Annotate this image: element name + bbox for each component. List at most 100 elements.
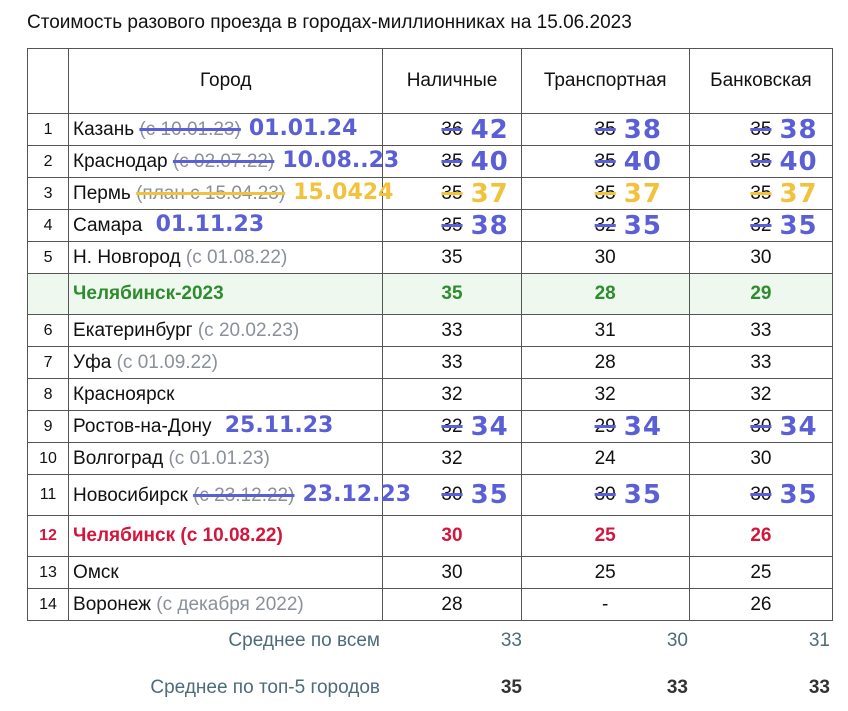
transport-cell: 25 [520,515,690,557]
header-bank: Банковская [688,48,834,114]
transport-cell: 32 35 [520,209,690,242]
header-cash: Наличные [382,48,522,114]
city-name: Уфа [73,351,112,373]
transport-value-wrap: 35 40 [595,149,661,175]
cash-cell: 35 37 [382,177,522,210]
bank-value: 30 [750,484,772,505]
cash-cell: 30 [382,556,522,589]
avg-all-label: Среднее по всем [228,630,380,651]
row-number: 5 [26,241,70,274]
bank-value: 35 [750,150,772,172]
transport-cell: 30 35 [520,474,690,516]
cash-value-wrap: 35 [441,247,462,269]
transport-value-wrap: 32 [595,384,616,406]
cash-value-wrap: 30 [441,525,462,547]
table-row: 5 Н. Новгород (с 01.08.22) 35 30 30 [26,241,834,274]
transport-value: 35 [594,182,616,204]
transport-value: - [602,593,609,615]
bank-value-wrap: 29 [750,283,771,305]
cash-cell: 30 [382,515,522,557]
bank-value: 33 [750,319,772,341]
handwritten-annotation: 38 [470,210,509,241]
bank-value-wrap: 35 38 [750,117,816,143]
transport-value: 31 [594,319,616,341]
handwritten-annotation: 23.12.23 [302,481,412,507]
transport-value: 35 [594,118,616,140]
avg-all-transport: 30 [666,630,688,651]
city-name: Красноярск [73,383,175,405]
row-number: 4 [26,209,70,242]
transport-cell: 30 [520,241,690,274]
handwritten-annotation: 40 [470,146,509,177]
handwritten-annotation: 42 [470,114,509,145]
handwritten-annotation: 01.11.23 [155,212,265,237]
transport-value-wrap: - [602,594,608,616]
cash-value-wrap: 33 [441,320,462,342]
table-row: 10 Волгоград (с 01.01.23) 32 24 30 [26,442,834,475]
city-name: Самара [73,215,143,236]
handwritten-annotation: 15.04 [293,180,363,205]
bank-value: 32 [750,214,772,236]
cash-cell: 28 [382,588,522,621]
table-row: 3 Пермь (план с 15.04.23) 15.0424 35 37 35… [26,177,834,210]
cash-cell: 35 40 [382,145,522,178]
transport-value-wrap: 29 34 [595,414,661,440]
cash-value: 36 [441,118,463,140]
transport-cell: 31 [520,314,690,347]
city-cell: Челябинск (с 10.08.22) [68,515,384,557]
transport-cell: 32 [520,378,690,411]
bank-cell: 29 [688,273,834,315]
cash-value: 30 [441,484,463,505]
bank-value-wrap: 32 [750,384,771,406]
bank-value-wrap: 33 [750,320,771,342]
transport-value-wrap: 32 35 [595,213,661,239]
cash-value: 33 [441,319,463,341]
transport-cell: - [520,588,690,621]
handwritten-annotation: 37 [623,178,662,209]
city-cell: Омск [68,556,384,589]
city-cell: Краснодар (с 02.07.22) 10.08..23 [68,145,399,178]
city-note: (с 23.12.22) [193,484,295,506]
cash-value-wrap: 32 34 [441,414,507,440]
bank-value-wrap: 30 [750,247,771,269]
bank-value: 26 [750,593,772,615]
cash-value-wrap: 35 40 [441,149,507,175]
avg-top5-label: Среднее по топ-5 городов [150,677,380,698]
cash-cell: 35 38 [382,209,522,242]
city-note: (с 10.01.23) [139,119,241,140]
city-cell: Уфа (с 01.09.22) [68,346,384,379]
city-cell: Н. Новгород (с 01.08.22) [68,241,384,274]
transport-cell: 35 37 [520,177,690,210]
row-number: 11 [26,474,70,516]
page-title: Стоимость разового проезда в городах-мил… [27,12,632,33]
table-row: 12 Челябинск (с 10.08.22) 30 25 26 [26,515,834,557]
city-name: Ростов-на-Дону [73,416,212,437]
bank-value-wrap: 30 34 [750,414,816,440]
cash-value-wrap: 32 [441,448,462,470]
table-row: 4 Самара 01.11.23 35 38 32 35 32 35 [26,209,834,242]
city-note: (с 01.01.23) [168,447,270,469]
transport-value: 25 [594,525,616,546]
transport-value-wrap: 35 37 [594,181,661,207]
cash-cell: 33 [382,314,522,347]
bank-cell: 33 [688,346,834,379]
handwritten-annotation: 38 [623,114,662,145]
cash-value-wrap: 32 [441,384,462,406]
handwritten-annotation: 40 [623,146,662,177]
table-row: 9 Ростов-на-Дону 25.11.23 32 34 29 34 30 34 [26,410,834,443]
bank-value-wrap: 30 35 [750,482,816,508]
city-name: Екатеринбург [73,319,193,341]
city-name: Пермь [73,183,131,204]
row-number: 12 [26,515,70,557]
cash-value-wrap: 35 38 [441,213,507,239]
table-row: 7 Уфа (с 01.09.22) 33 28 33 [26,346,834,379]
city-name: Новосибирск [73,484,188,506]
cash-value: 35 [441,246,463,268]
handwritten-annotation: 34 [779,411,818,442]
transport-value: 28 [594,351,616,373]
transport-cell: 29 34 [520,410,690,443]
handwritten-annotation: 35 [470,480,509,510]
bank-value-wrap: 25 [750,562,771,584]
city-name: Краснодар [73,151,168,172]
handwritten-annotation: 37 [779,178,818,209]
